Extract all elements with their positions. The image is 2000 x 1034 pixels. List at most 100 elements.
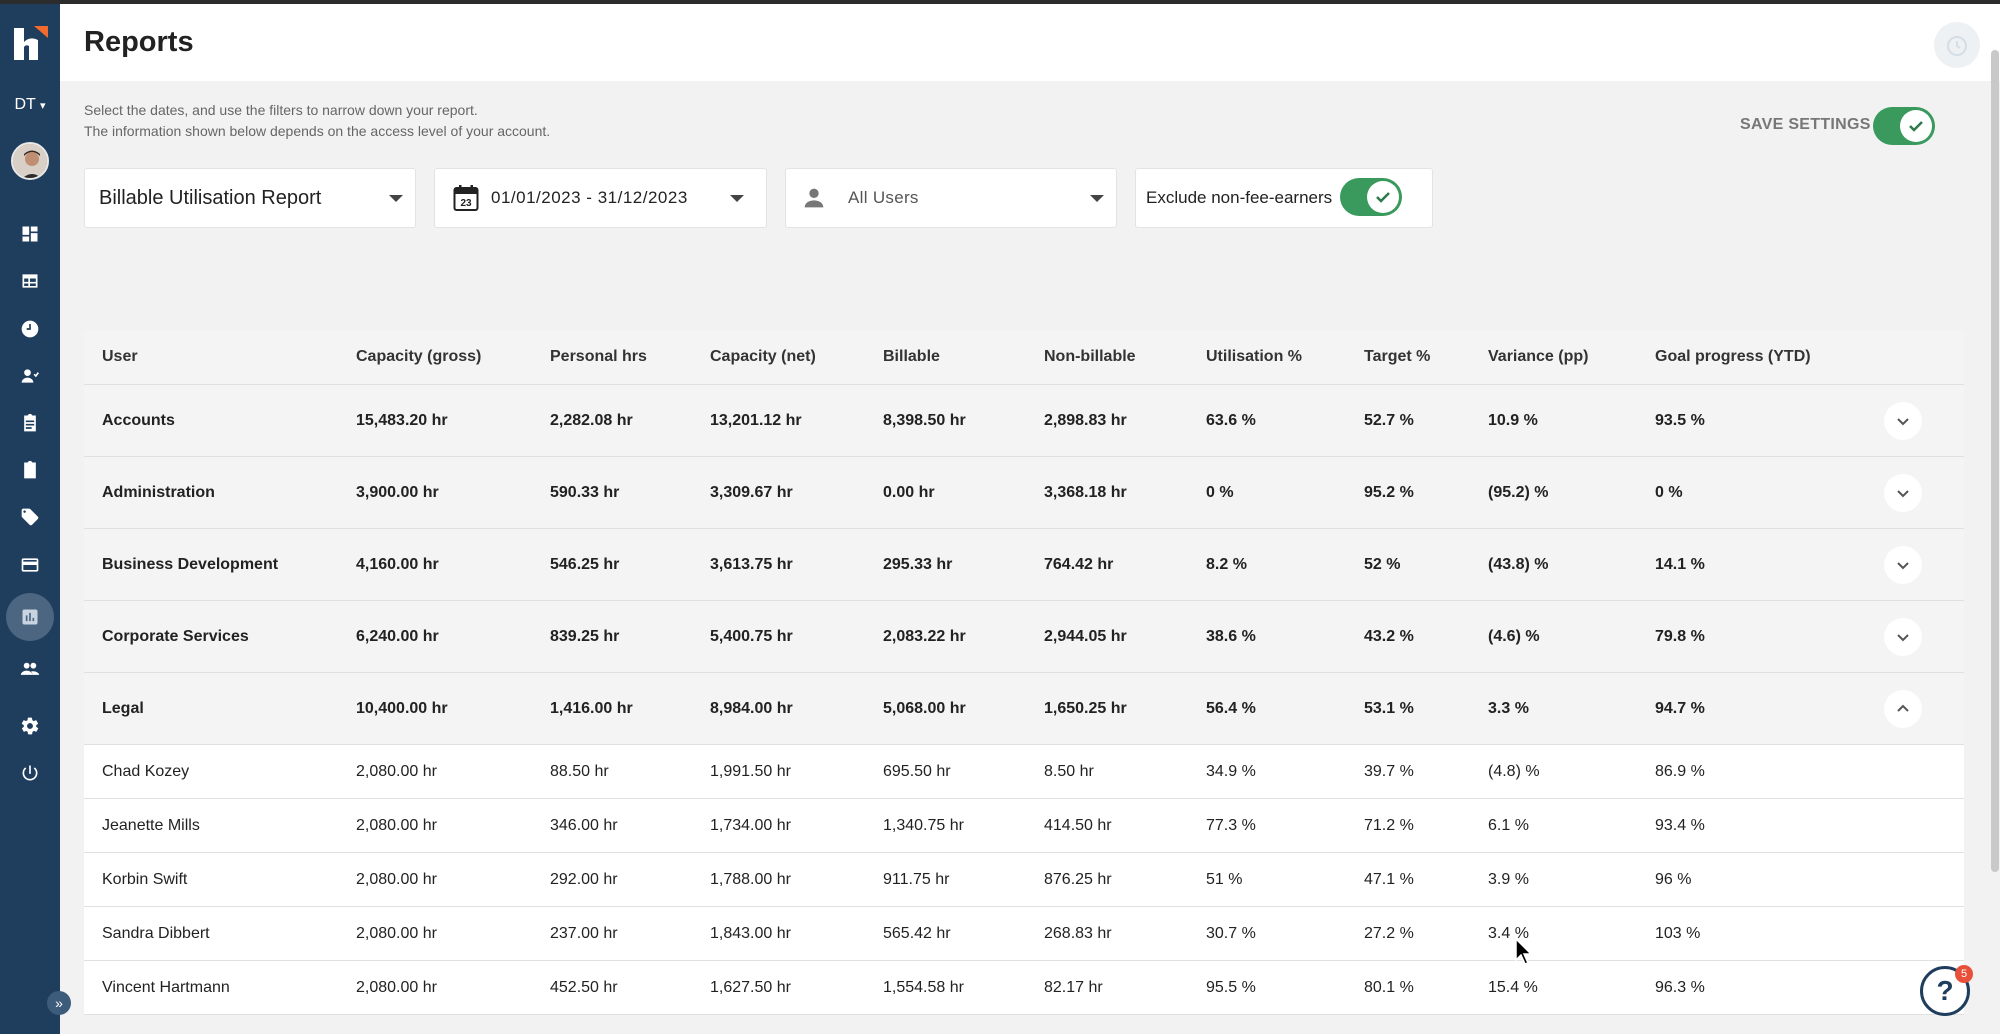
table-row: Vincent Hartmann 2,080.00 hr 452.50 hr 1,62…: [84, 961, 1964, 1015]
sidebar: DT ▾: [0, 4, 60, 1034]
table-cell: 2,080.00 hr: [356, 762, 437, 780]
clock-icon[interactable]: [0, 309, 60, 349]
column-header[interactable]: Variance (pp): [1488, 348, 1589, 365]
chevron-down-icon: [389, 195, 403, 202]
workspace-switcher[interactable]: DT ▾: [0, 96, 60, 114]
table-cell: 94.7 %: [1655, 699, 1705, 717]
column-header[interactable]: Goal progress (YTD): [1655, 348, 1811, 365]
table-cell: 95.2 %: [1364, 483, 1414, 501]
power-icon[interactable]: [0, 753, 60, 793]
table-cell: 1,843.00 hr: [710, 924, 791, 942]
tag-icon[interactable]: [0, 497, 60, 537]
table-cell: 80.1 %: [1364, 978, 1414, 996]
group-row[interactable]: Accounts 15,483.20 hr 2,282.08 hr 13,201.12…: [84, 385, 1964, 457]
date-range-value: 01/01/2023 - 31/12/2023: [491, 188, 688, 207]
chevron-down-icon[interactable]: [1884, 474, 1922, 512]
save-settings-label: SAVE SETTINGS: [1740, 116, 1871, 133]
table-cell: 14.1 %: [1655, 555, 1705, 573]
group-name: Business Development: [102, 555, 279, 573]
table-cell: 47.1 %: [1364, 870, 1414, 888]
chevron-down-icon[interactable]: [1884, 402, 1922, 440]
group-name: Accounts: [102, 411, 175, 429]
table-cell: (4.8) %: [1488, 762, 1540, 780]
chevron-down-icon: ▾: [39, 100, 46, 112]
table-cell: 1,554.58 hr: [883, 978, 964, 996]
table-cell: 0 %: [1206, 483, 1234, 501]
table-cell: 15.4 %: [1488, 978, 1538, 996]
table-cell: 346.00 hr: [550, 816, 618, 834]
table-cell: 51 %: [1206, 870, 1243, 888]
group-row[interactable]: Administration 3,900.00 hr 590.33 hr 3,309.…: [84, 457, 1964, 529]
reports-chart-icon[interactable]: [0, 593, 60, 641]
credit-card-icon[interactable]: [0, 545, 60, 585]
people-icon[interactable]: [0, 649, 60, 689]
group-name: Legal: [102, 699, 144, 717]
group-row[interactable]: Legal 10,400.00 hr 1,416.00 hr 8,984.00 hr 5…: [84, 673, 1964, 745]
chevron-up-icon[interactable]: [1884, 690, 1922, 728]
clipboard-list-icon[interactable]: [0, 403, 60, 443]
table-cell: 3.3 %: [1488, 699, 1529, 717]
table-cell: 71.2 %: [1364, 816, 1414, 834]
table-cell: 695.50 hr: [883, 762, 951, 780]
column-header[interactable]: Personal hrs: [550, 348, 647, 365]
table-cell: 82.17 hr: [1044, 978, 1103, 996]
gear-icon[interactable]: [0, 706, 60, 746]
save-settings-toggle[interactable]: [1873, 107, 1935, 145]
clipboard-icon[interactable]: [0, 450, 60, 490]
table-cell: 876.25 hr: [1044, 870, 1112, 888]
exclude-non-fee-earners-toggle[interactable]: [1340, 178, 1402, 216]
table-cell: 3.4 %: [1488, 924, 1529, 942]
table-cell: 2,282.08 hr: [550, 411, 633, 429]
group-row[interactable]: Business Development 4,160.00 hr 546.25 hr…: [84, 529, 1964, 601]
page-title: Reports: [84, 26, 194, 58]
users-select[interactable]: All Users: [785, 168, 1117, 228]
table-cell: 268.83 hr: [1044, 924, 1112, 942]
column-header[interactable]: User: [102, 348, 138, 365]
avatar[interactable]: [11, 142, 49, 180]
table-cell: 8.50 hr: [1044, 762, 1094, 780]
table-cell: 2,083.22 hr: [883, 627, 966, 645]
table-cell: 56.4 %: [1206, 699, 1256, 717]
table-cell: 546.25 hr: [550, 555, 620, 573]
date-range-select[interactable]: 23 01/01/2023 - 31/12/2023: [434, 168, 767, 228]
chevron-down-icon[interactable]: [1884, 546, 1922, 584]
table-cell: 3,613.75 hr: [710, 555, 793, 573]
table-row: Jeanette Mills 2,080.00 hr 346.00 hr 1,734.…: [84, 799, 1964, 853]
workspace-label: DT: [14, 96, 36, 113]
column-header[interactable]: Billable: [883, 348, 940, 365]
table-cell: 15,483.20 hr: [356, 411, 448, 429]
column-header[interactable]: Utilisation %: [1206, 348, 1303, 365]
column-header[interactable]: Capacity (net): [710, 348, 816, 365]
sidebar-expand-icon[interactable]: »: [47, 991, 71, 1015]
table-cell: 38.6 %: [1206, 627, 1256, 645]
table-icon[interactable]: [0, 261, 60, 301]
table-cell: 911.75 hr: [883, 870, 950, 888]
person-icon: [804, 188, 824, 208]
table-cell: 2,080.00 hr: [356, 816, 437, 834]
table-cell: 3,368.18 hr: [1044, 483, 1127, 501]
table-cell: 103 %: [1655, 924, 1701, 942]
group-row[interactable]: Corporate Services 6,240.00 hr 839.25 hr 5,…: [84, 601, 1964, 673]
alarm-clock-icon[interactable]: [1934, 22, 1980, 68]
scrollbar-thumb[interactable]: [1991, 50, 1999, 872]
instructions-line-2: The information shown below depends on t…: [84, 123, 551, 139]
user-timesheet-icon[interactable]: [0, 356, 60, 396]
app-logo-icon[interactable]: [8, 22, 52, 66]
column-header[interactable]: Target %: [1364, 348, 1431, 365]
notification-badge: 5: [1955, 965, 1973, 983]
table-cell: 5,068.00 hr: [883, 699, 966, 717]
table-cell: 5,400.75 hr: [710, 627, 793, 645]
column-header[interactable]: Capacity (gross): [356, 348, 482, 365]
column-header[interactable]: Non-billable: [1044, 348, 1136, 365]
table-cell: 10,400.00 hr: [356, 699, 448, 717]
table-cell: 1,627.50 hr: [710, 978, 791, 996]
page-header: Reports: [60, 4, 2000, 81]
table-cell: 8,984.00 hr: [710, 699, 793, 717]
chevron-down-icon[interactable]: [1884, 618, 1922, 656]
page-scrollbar[interactable]: [1990, 50, 2000, 872]
report-type-select[interactable]: Billable Utilisation Report: [84, 168, 416, 228]
chevron-down-icon: [730, 195, 744, 202]
dashboard-icon[interactable]: [0, 214, 60, 254]
table-cell: 237.00 hr: [550, 924, 618, 942]
checkmark-icon: [1376, 192, 1390, 203]
